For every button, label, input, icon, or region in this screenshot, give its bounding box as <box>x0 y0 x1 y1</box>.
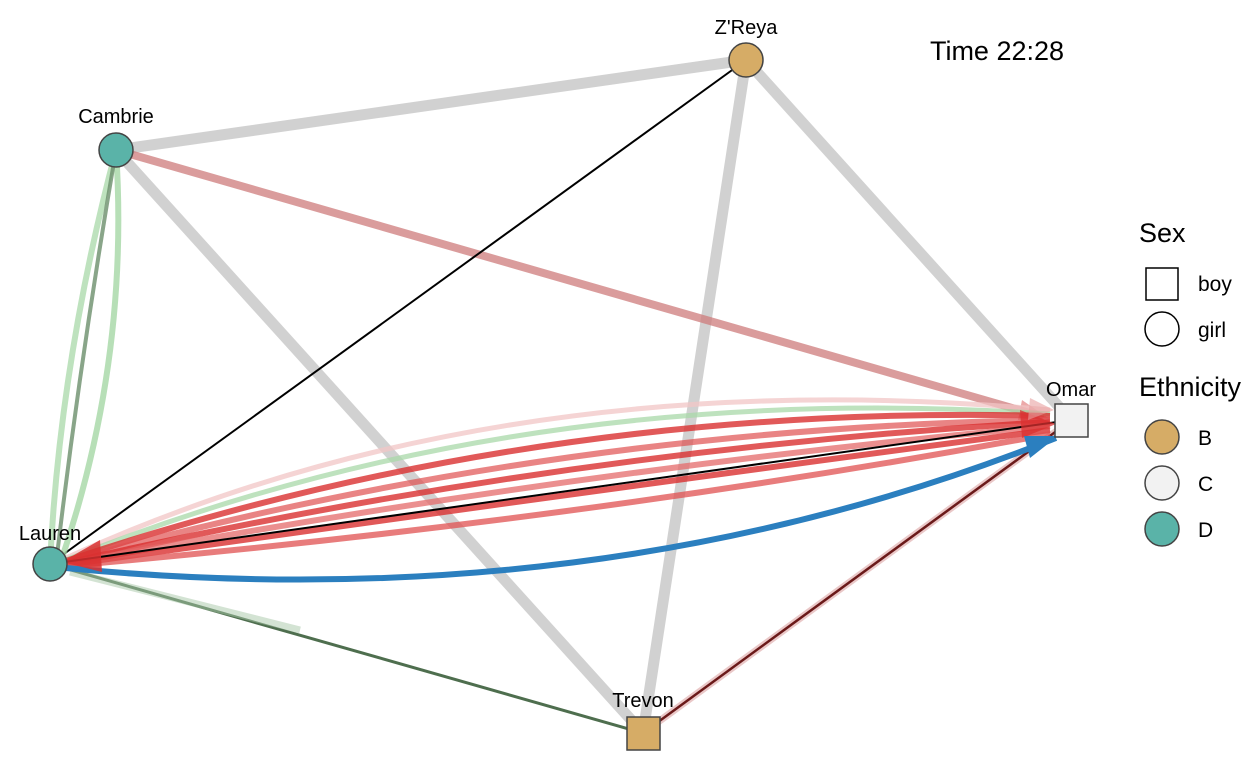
legend-boy-swatch <box>1145 267 1179 301</box>
edge-omar-lauren-red-3 <box>65 419 1051 566</box>
node-lauren[interactable] <box>32 546 68 582</box>
legend-ethnicity-d-swatch <box>1144 511 1180 547</box>
edge-omar-lauren-pink <box>64 397 1051 561</box>
nodes <box>32 42 1089 751</box>
edge-cambrie-lauren-1 <box>47 149 119 565</box>
edge-omar-lauren-red-4 <box>65 423 1051 567</box>
node-trevon[interactable] <box>626 716 661 751</box>
edge-arrow-into-omar-pink <box>1028 398 1054 420</box>
edge-omar-lauren-red-6 <box>65 431 1051 569</box>
node-label-lauren: Lauren <box>19 523 81 545</box>
node-label-omar: Omar <box>1046 379 1096 401</box>
edge-cambrie-lauren-3 <box>54 149 118 565</box>
edge-lauren-trevon-halo <box>69 568 301 634</box>
legend-ethnicity-b-swatch <box>1144 419 1180 455</box>
edge-arrow-into-omar-blue <box>1024 436 1058 458</box>
edge-zreya-trevon <box>637 54 752 739</box>
edge-cambrie-omar <box>112 146 1044 420</box>
node-zreya[interactable] <box>728 42 764 78</box>
legend-boy-label: boy <box>1198 273 1232 296</box>
time-label: Time 22:28 <box>930 36 1064 66</box>
node-label-trevon: Trevon <box>612 690 674 712</box>
edge-cambrie-trevon <box>110 144 649 739</box>
legend-ethnicity-c-swatch <box>1144 465 1180 501</box>
edge-cambrie-lauren-2 <box>57 149 122 565</box>
edge-cambrie-zreya <box>110 54 752 156</box>
edge-lauren-omar-black <box>49 419 1072 565</box>
edge-omar-lauren-red-5 <box>65 427 1051 568</box>
node-label-zreya: Z'Reya <box>715 17 779 39</box>
edge-arrow-into-lauren <box>62 540 102 572</box>
legend-girl-label: girl <box>1198 319 1226 342</box>
legend-ethnicity-title: Ethnicity <box>1139 372 1242 402</box>
edge-zreya-lauren <box>49 59 747 565</box>
legend-sex-title: Sex <box>1139 218 1186 248</box>
edge-omar-lauren-green <box>65 405 1051 563</box>
legend-ethnicity-d-label: D <box>1198 519 1213 542</box>
node-cambrie[interactable] <box>98 132 134 168</box>
edge-lauren-omar-blue <box>65 435 1058 583</box>
edge-omar-lauren-red-2 <box>65 417 1051 565</box>
legend-ethnicity-c-label: C <box>1198 473 1213 496</box>
legend-ethnicity-b-label: B <box>1198 427 1212 450</box>
edge-zreya-omar <box>740 54 1077 426</box>
legend-girl-swatch <box>1144 311 1180 347</box>
edges <box>38 54 1077 739</box>
node-label-cambrie: Cambrie <box>78 106 154 128</box>
node-labels: Z'Reya Cambrie Omar Lauren Trevon <box>19 17 1096 712</box>
edge-omar-lauren-red-1 <box>65 411 1051 564</box>
edge-trevon-omar-core <box>642 428 1059 735</box>
node-omar[interactable] <box>1054 403 1089 438</box>
legend: Sex boy girl Ethnicity B C D <box>1139 218 1242 547</box>
